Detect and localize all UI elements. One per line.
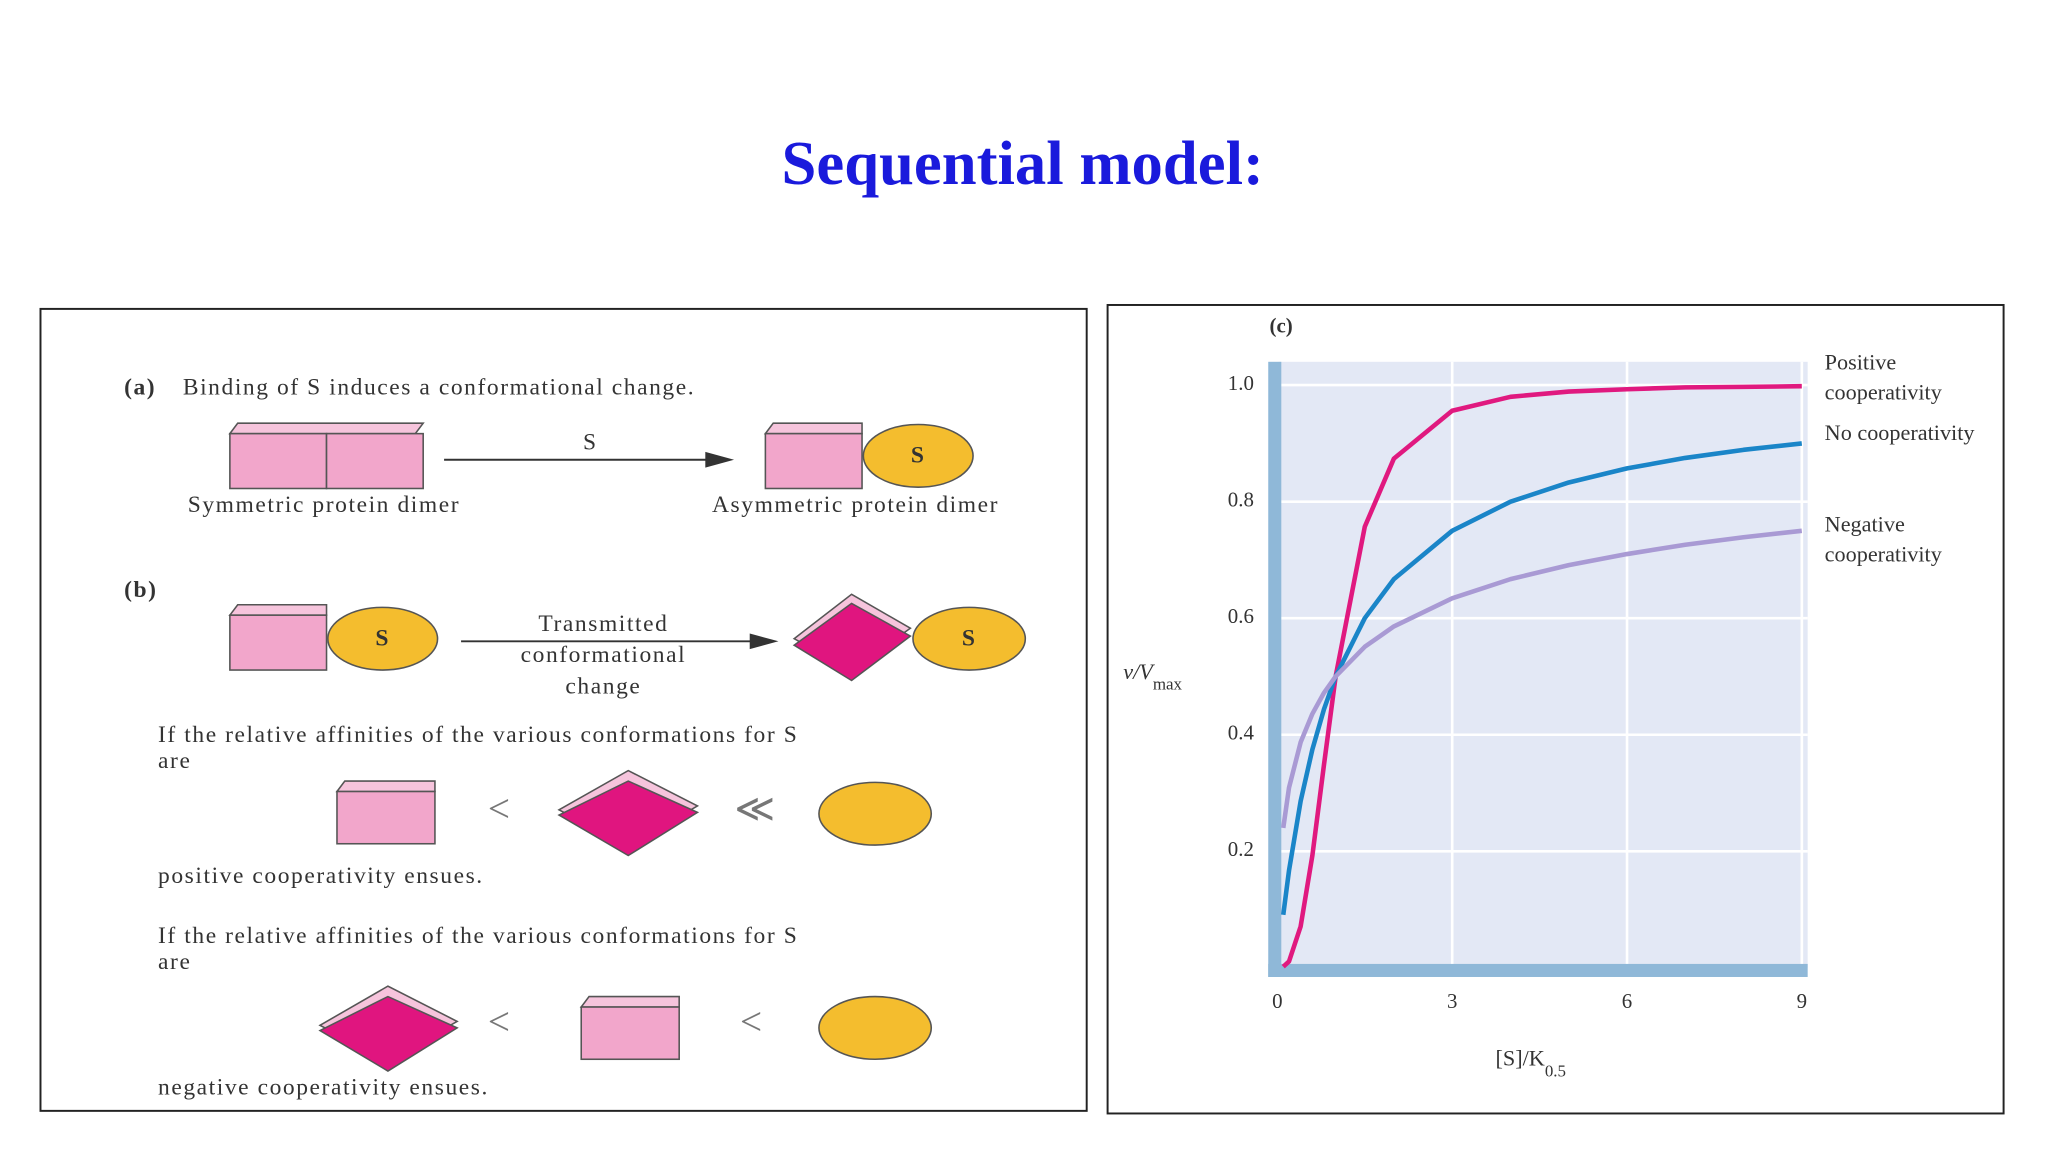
transmitted-label: Transmitted conformational change bbox=[520, 609, 687, 699]
legend-label: No cooperativity bbox=[1824, 420, 1975, 446]
legend-label: Positive cooperativity bbox=[1824, 350, 1942, 405]
legend-box: Negative cooperativity bbox=[1824, 512, 1942, 567]
y-tick-label: 0.2 bbox=[1228, 837, 1254, 861]
x-axis-title-sub: 0.5 bbox=[1545, 1061, 1566, 1080]
relation: < bbox=[488, 1000, 510, 1043]
chart-panel: (c) 0.2 0.4 0.6 0.8 1.0 0 3 6 9 Positive cooperat… bbox=[1106, 304, 2005, 1115]
y-tick-label: 1.0 bbox=[1228, 371, 1254, 395]
legend-box: Positive cooperativity bbox=[1824, 350, 1942, 405]
positive-row bbox=[335, 769, 933, 857]
legend-box: No cooperativity bbox=[1824, 420, 1975, 446]
changed-subunit bbox=[792, 593, 1027, 682]
result-text: positive cooperativity ensues. bbox=[158, 863, 484, 889]
y-tick-label: 0.6 bbox=[1228, 604, 1254, 628]
y-axis-title-main: v/V bbox=[1123, 659, 1155, 684]
relation: < bbox=[488, 787, 510, 830]
series-line bbox=[1281, 383, 1802, 969]
series-line bbox=[1281, 528, 1803, 829]
y-axis-title-sub: max bbox=[1153, 675, 1183, 694]
y-axis-bar bbox=[1268, 361, 1282, 977]
asymmetric-label: Asymmetric protein dimer bbox=[711, 492, 1000, 518]
legend-label: Negative cooperativity bbox=[1824, 512, 1942, 567]
ligand-label: S bbox=[375, 625, 390, 651]
x-tick-label: 9 bbox=[1797, 989, 1807, 1013]
relation: < bbox=[740, 1000, 762, 1043]
symmetric-label: Symmetric protein dimer bbox=[187, 492, 461, 518]
panel-label: (c) bbox=[1270, 314, 1293, 338]
result-text: negative cooperativity ensues. bbox=[158, 1075, 489, 1101]
bound-subunit bbox=[228, 603, 439, 671]
asymmetric-dimer bbox=[763, 422, 974, 490]
symmetric-dimer bbox=[228, 422, 425, 490]
ligand-label: S bbox=[911, 443, 926, 469]
x-tick-label: 0 bbox=[1272, 989, 1282, 1013]
ligand-label: S bbox=[962, 625, 977, 651]
x-axis-title: [S]/K0.5 bbox=[1496, 1046, 1567, 1081]
label-box: Transmitted conformational change bbox=[520, 609, 687, 699]
y-tick-label: 0.4 bbox=[1228, 721, 1255, 745]
arrow-label: S bbox=[583, 429, 598, 455]
diagram-panel: (a) Binding of S induces a conformationa… bbox=[39, 307, 1088, 1112]
condition-text: If the relative affinities of the variou… bbox=[158, 922, 799, 975]
x-tick-label: 3 bbox=[1447, 989, 1457, 1013]
relation: ≪ bbox=[734, 787, 775, 830]
text-box: If the relative affinities of the variou… bbox=[158, 922, 799, 975]
x-tick-label: 6 bbox=[1622, 989, 1632, 1013]
text-box: If the relative affinities of the variou… bbox=[158, 720, 799, 774]
x-axis-title-main: [S]/K bbox=[1496, 1046, 1545, 1071]
series-line bbox=[1280, 441, 1803, 916]
plot-background bbox=[1277, 361, 1808, 968]
label-box: Asymmetric protein dimer bbox=[711, 492, 1000, 518]
x-axis-bar bbox=[1268, 963, 1808, 977]
y-axis-title: v/Vmax bbox=[1123, 659, 1182, 694]
arrow-head bbox=[705, 451, 735, 468]
caption: Binding of S induces a conformational ch… bbox=[183, 375, 695, 401]
label: (b) bbox=[124, 577, 157, 603]
label-box: Symmetric protein dimer bbox=[187, 492, 461, 518]
arrow-head bbox=[749, 633, 779, 650]
label: (a) bbox=[124, 375, 156, 401]
condition-text: If the relative affinities of the variou… bbox=[158, 720, 799, 774]
negative-row bbox=[318, 985, 933, 1072]
slide-title: Sequential model: bbox=[782, 128, 1264, 198]
y-tick-label: 0.8 bbox=[1228, 487, 1254, 511]
